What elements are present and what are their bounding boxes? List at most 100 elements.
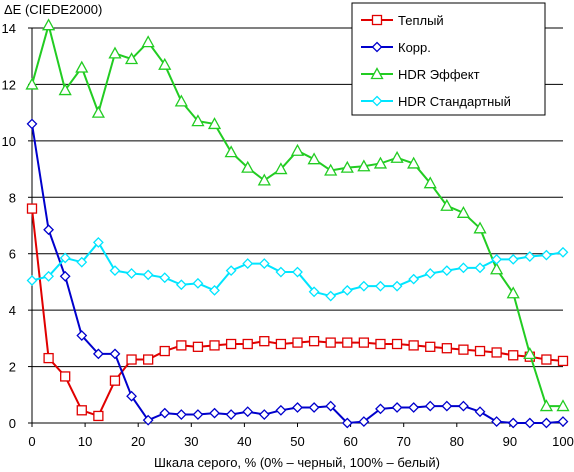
series-1-point-16 [292, 402, 303, 413]
series-2-point-6 [124, 52, 139, 65]
x-axis-label: Шкала серого, % (0% – черный, 100% – бел… [154, 455, 440, 470]
series-0-point-21 [375, 338, 386, 350]
series-0-point-4 [93, 410, 104, 422]
y-axis-ticks: 0 2 4 6 8 10 12 14 [2, 21, 32, 431]
legend-marker-0 [371, 14, 383, 26]
series-1-point-17 [308, 402, 320, 413]
y-tick-label-0: 0 [9, 416, 16, 431]
series-1-point-18 [325, 400, 337, 412]
series-1-point-32 [557, 416, 569, 428]
series-1-point-6 [126, 390, 137, 402]
series-3-point-32 [557, 246, 569, 258]
series-3-point-27 [474, 262, 486, 274]
series-3-point-2 [59, 252, 71, 264]
series-3-point-4 [92, 237, 104, 248]
series-3-point-30 [524, 251, 536, 262]
legend-box [351, 2, 546, 116]
series-2-point-2 [58, 83, 72, 96]
series-2-point-4 [91, 105, 105, 118]
series-1-point-23 [408, 402, 420, 413]
series-2-point-8 [158, 57, 172, 70]
series-1-point-31 [540, 417, 552, 429]
series-1-point-27 [474, 406, 486, 418]
series-0-point-14 [259, 336, 270, 347]
series-2-point-22 [390, 150, 404, 163]
series-1-point-0 [26, 118, 38, 130]
series-1-point-9 [175, 409, 187, 420]
series-0-point-18 [325, 337, 336, 348]
y-axis-label: ΔE (CIEDE2000) [4, 2, 102, 17]
series-3-point-20 [358, 280, 370, 292]
x-tick-label-6: 60 [343, 434, 357, 449]
y-tick-label-4: 8 [9, 190, 16, 205]
series-1 [26, 118, 569, 429]
x-tick-label-5: 50 [290, 434, 304, 449]
series-2-point-18 [324, 163, 338, 176]
x-axis-ticks: 0 10 20 30 40 50 60 70 80 90 100 [28, 423, 574, 449]
series-0-point-11 [209, 340, 220, 351]
y-tick-label-5: 10 [2, 134, 16, 149]
series-0-point-31 [541, 354, 552, 365]
series-1-point-26 [458, 400, 469, 412]
series-3-point-22 [391, 280, 403, 292]
series-2-point-5 [108, 46, 122, 59]
series-3-point-8 [159, 272, 171, 284]
legend-label-2: HDR Эффект [398, 67, 480, 82]
series-1-point-21 [375, 403, 386, 415]
series-2-point-31 [539, 399, 554, 412]
series-0-point-8 [159, 345, 170, 357]
series-3-point-10 [192, 277, 204, 289]
series-0-point-7 [143, 354, 154, 365]
legend-label-0: Теплый [398, 13, 444, 28]
series-1-point-7 [142, 414, 154, 426]
series-0-point-13 [242, 338, 253, 350]
series-2-point-15 [274, 162, 288, 175]
series-0-point-5 [109, 375, 121, 386]
series-3-point-26 [458, 262, 469, 274]
x-tick-label-8: 80 [450, 434, 464, 449]
series-0-point-22 [391, 338, 403, 350]
series-0-point-9 [176, 340, 187, 351]
series-3-point-23 [408, 273, 420, 285]
legend: Теплый Корр. HDR Эффект HDR Стандартный [351, 2, 546, 116]
series-1-point-22 [391, 402, 403, 413]
series-0-point-1 [43, 352, 54, 364]
x-tick-label-7: 70 [396, 434, 410, 449]
x-tick-label-2: 20 [131, 434, 145, 449]
series-2-point-10 [191, 114, 205, 127]
y-tick-label-3: 6 [9, 247, 16, 262]
series-3-point-12 [225, 265, 237, 277]
series-1-point-8 [159, 407, 171, 419]
series-3-point-6 [126, 268, 137, 279]
series-3 [26, 237, 569, 302]
series-0-point-19 [342, 337, 353, 348]
series-2-point-32 [556, 399, 570, 412]
series-0-point-27 [474, 345, 486, 357]
series-3-point-13 [242, 258, 254, 270]
series-3-point-5 [109, 265, 121, 277]
series-2-point-16 [290, 143, 305, 156]
series-1-point-19 [341, 417, 353, 429]
series-3-point-29 [507, 253, 519, 265]
series-1-point-24 [424, 400, 436, 412]
series-3-point-19 [341, 284, 353, 296]
series-3-point-31 [540, 249, 552, 261]
legend-label-3: HDR Стандартный [398, 94, 511, 109]
series-0-point-16 [292, 337, 303, 348]
series-0-point-24 [425, 341, 436, 352]
series-3-point-11 [209, 284, 220, 296]
series-2 [25, 18, 570, 412]
x-tick-label-0: 0 [28, 434, 35, 449]
series-3-point-1 [43, 270, 55, 282]
y-tick-label-1: 2 [9, 360, 16, 375]
series-3-point-14 [258, 258, 270, 270]
series-1-point-20 [358, 416, 370, 428]
series-2-point-12 [224, 145, 238, 158]
series-3-point-7 [142, 269, 154, 281]
series-1-point-1 [43, 224, 55, 236]
series-0-point-23 [408, 340, 419, 351]
series-1-point-29 [507, 417, 519, 429]
series-0-point-32 [557, 355, 569, 367]
series-1-point-15 [275, 404, 287, 416]
